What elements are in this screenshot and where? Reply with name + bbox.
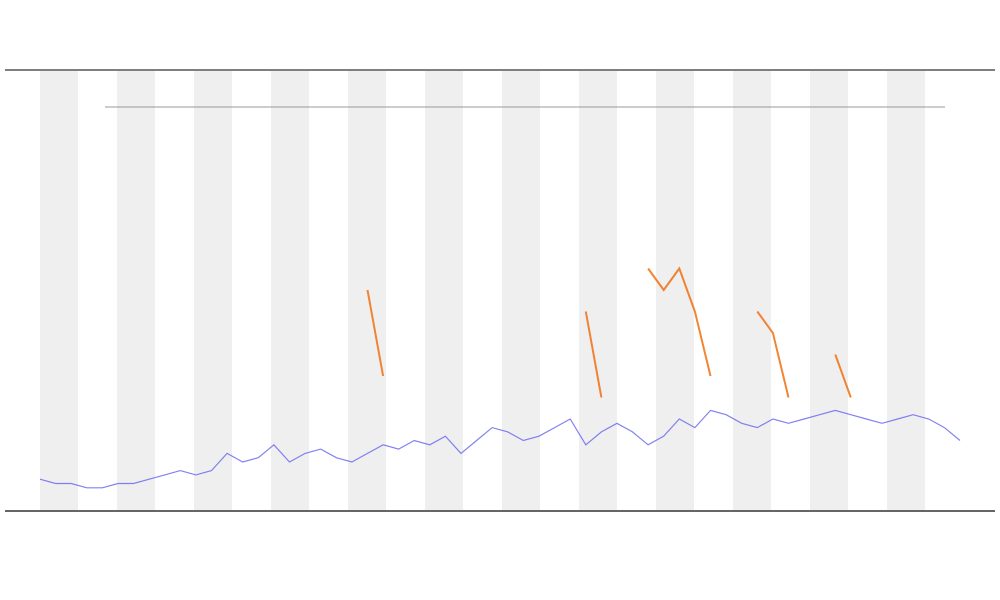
series-line (834, 354, 852, 398)
background-bands (40, 71, 925, 510)
series-line (756, 310, 790, 398)
band (887, 71, 925, 510)
band (579, 71, 617, 510)
band (733, 71, 771, 510)
series-line (647, 266, 712, 377)
band (810, 71, 848, 510)
band (117, 71, 155, 510)
band (194, 71, 232, 510)
series-line (366, 289, 385, 377)
series-line (584, 311, 603, 398)
band (40, 71, 78, 510)
band (271, 71, 309, 510)
series-line (39, 409, 961, 489)
band (502, 71, 540, 510)
